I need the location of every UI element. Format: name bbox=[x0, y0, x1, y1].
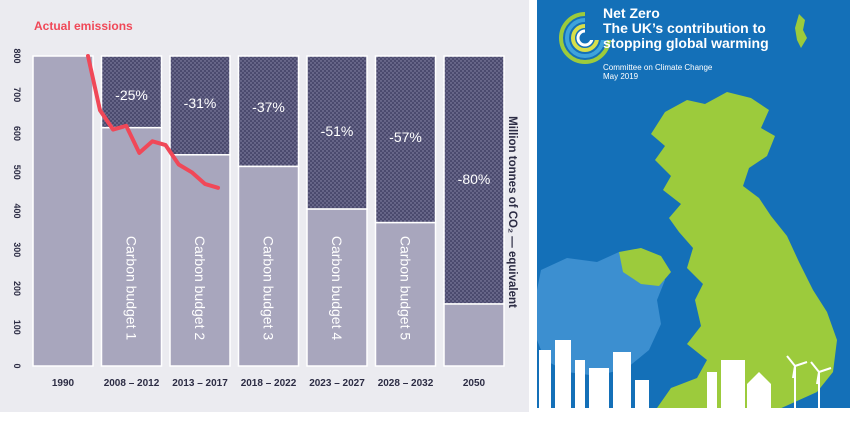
budget-label: Carbon budget 5 bbox=[398, 236, 414, 341]
wind-turbine-icon bbox=[786, 355, 832, 410]
cover-publisher: Committee on Climate Change bbox=[603, 63, 713, 72]
y-tick-label: 300 bbox=[12, 242, 22, 257]
x-tick-label: 2023 – 2027 bbox=[309, 378, 365, 389]
city-skyline-icon bbox=[537, 340, 850, 436]
budget-bar bbox=[374, 221, 437, 367]
emissions-chart-panel: -25% Carbon budget 1 -31% Carbon budget 2 -3… bbox=[0, 0, 529, 412]
budget-label: Carbon budget 2 bbox=[192, 236, 208, 341]
y-tick-label: 500 bbox=[12, 165, 22, 180]
cover-title-line-3: stopping global warming bbox=[603, 35, 769, 51]
budget-label: Carbon budget 1 bbox=[124, 236, 140, 341]
reduction-bar bbox=[169, 55, 231, 156]
budget-bar bbox=[32, 55, 94, 367]
budget-bar bbox=[237, 165, 300, 367]
great-britain-shape bbox=[651, 92, 837, 420]
y-tick-label: 600 bbox=[12, 126, 22, 141]
x-tick-label: 2013 – 2017 bbox=[172, 378, 228, 389]
x-tick-label: 1990 bbox=[52, 378, 75, 389]
budget-label: Carbon budget 4 bbox=[329, 236, 345, 341]
shetland-shape bbox=[795, 14, 807, 48]
x-tick-label: 2028 – 2032 bbox=[378, 378, 434, 389]
ccc-logo-icon bbox=[559, 8, 615, 64]
actual-emissions-line bbox=[86, 54, 220, 190]
x-tick-label: 2050 bbox=[463, 378, 486, 389]
cover-title-line-2: The UK’s contribution to bbox=[603, 20, 766, 36]
cover-title-line-1: Net Zero bbox=[603, 5, 660, 21]
northern-ireland-shape bbox=[619, 248, 671, 286]
reduction-bar bbox=[100, 55, 163, 129]
y-tick-label: 400 bbox=[12, 203, 22, 218]
reduction-label: -31% bbox=[184, 95, 217, 111]
reduction-bar bbox=[443, 55, 505, 305]
budget-bar bbox=[306, 208, 368, 367]
reduction-label: -51% bbox=[321, 123, 354, 139]
y-tick-label: 700 bbox=[12, 87, 22, 102]
reduction-label: -80% bbox=[458, 171, 491, 187]
cover-date: May 2019 bbox=[603, 72, 639, 81]
y-tick-label: 200 bbox=[12, 281, 22, 296]
report-cover: Net Zero The UK’s contribution to stoppi… bbox=[537, 0, 850, 436]
budget-bar bbox=[169, 154, 231, 367]
budget-bar bbox=[443, 303, 505, 367]
legend-actual-emissions: Actual emissions bbox=[34, 19, 133, 33]
budget-label: Carbon budget 3 bbox=[261, 236, 277, 341]
y-axis-title: Million tonnes of CO₂ — equivalent bbox=[506, 116, 518, 308]
reduction-label: -57% bbox=[389, 129, 422, 145]
y-tick-label: 100 bbox=[12, 320, 22, 335]
budget-bar bbox=[100, 126, 163, 367]
y-tick-label: 0 bbox=[12, 363, 22, 368]
reduction-label: -25% bbox=[115, 87, 148, 103]
uk-map-illustration bbox=[537, 8, 850, 436]
x-tick-label: 2008 – 2012 bbox=[104, 378, 160, 389]
x-tick-label: 2018 – 2022 bbox=[241, 378, 297, 389]
y-tick-label: 800 bbox=[12, 48, 22, 63]
emissions-chart: -25% Carbon budget 1 -31% Carbon budget 2 -3… bbox=[12, 19, 518, 389]
reduction-label: -37% bbox=[252, 99, 285, 115]
